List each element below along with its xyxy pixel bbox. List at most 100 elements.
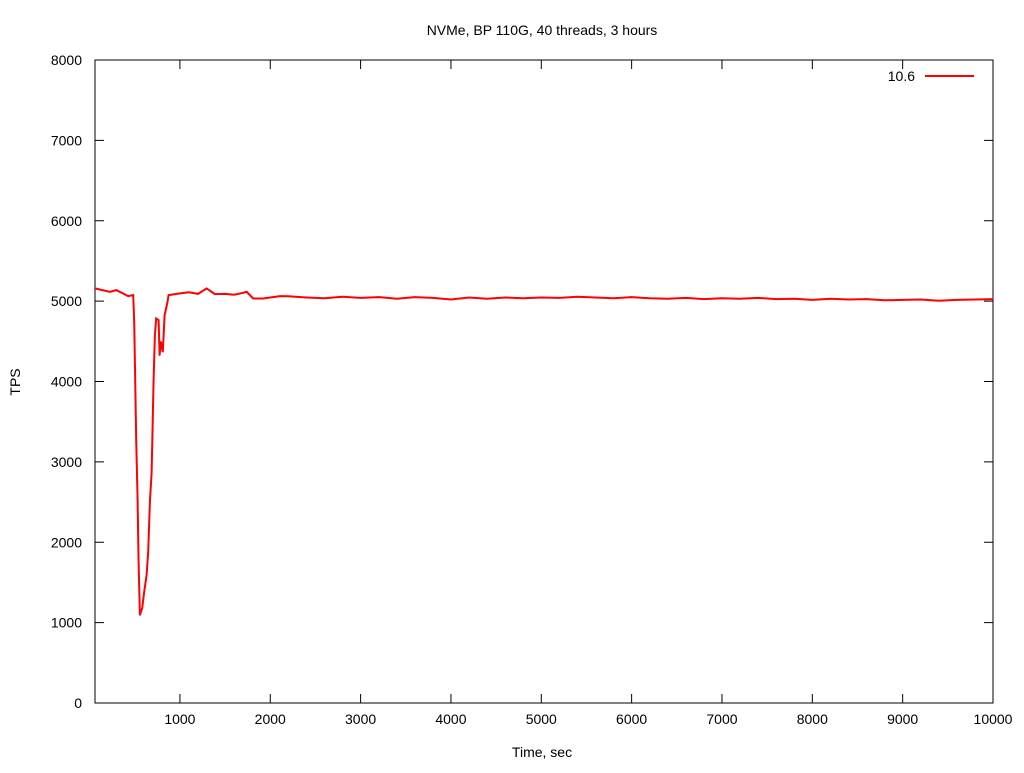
y-tick-label: 1000 — [51, 615, 82, 631]
x-tick-label: 3000 — [345, 711, 376, 727]
y-tick-label: 3000 — [51, 454, 82, 470]
x-tick-label: 5000 — [526, 711, 557, 727]
data-point — [149, 500, 151, 503]
data-point — [154, 334, 156, 336]
data-point — [522, 297, 525, 300]
data-point — [432, 297, 434, 299]
data-point — [287, 295, 290, 298]
data-point — [188, 291, 190, 294]
y-tick-label: 2000 — [51, 534, 82, 550]
data-point — [974, 298, 976, 301]
y-tick-label: 4000 — [51, 374, 82, 390]
data-point — [901, 299, 904, 301]
data-point — [811, 299, 814, 301]
y-tick-label: 0 — [74, 695, 82, 711]
data-point — [141, 607, 144, 609]
plot-border — [94, 59, 994, 704]
data-point — [242, 292, 244, 294]
data-point — [666, 297, 669, 300]
data-point — [167, 294, 170, 296]
data-point — [847, 298, 850, 301]
y-tick-label: 8000 — [51, 52, 82, 68]
x-tick-label: 1000 — [164, 711, 195, 727]
series-line-10.6 — [94, 287, 994, 616]
data-point — [414, 296, 416, 298]
data-point — [137, 557, 140, 559]
data-point — [883, 299, 886, 302]
data-point — [134, 379, 137, 381]
data-point — [703, 298, 705, 300]
data-point — [956, 299, 958, 301]
data-point — [829, 297, 832, 300]
data-point — [115, 289, 118, 291]
data-point — [162, 350, 164, 353]
x-tick-label: 2000 — [255, 711, 286, 727]
x-tick-label: 10000 — [974, 711, 1013, 727]
data-point — [145, 574, 148, 576]
data-point — [205, 287, 208, 290]
data-point — [139, 614, 141, 616]
data-point — [166, 302, 168, 305]
data-point — [163, 314, 166, 316]
data-point — [233, 293, 235, 296]
data-point — [558, 297, 561, 299]
data-point — [540, 296, 543, 299]
data-point — [486, 297, 488, 300]
data-point — [757, 297, 759, 299]
data-point — [262, 297, 265, 300]
data-point — [160, 340, 162, 343]
data-point — [937, 299, 940, 302]
data-point — [793, 297, 796, 300]
data-point — [648, 297, 651, 300]
x-tick-label: 8000 — [797, 711, 828, 727]
data-point — [721, 297, 723, 300]
data-point — [865, 298, 868, 300]
data-point — [224, 293, 226, 295]
x-tick-label: 4000 — [435, 711, 466, 727]
data-point — [127, 295, 129, 297]
data-point — [136, 499, 139, 501]
data-point — [157, 319, 160, 321]
data-point — [739, 297, 741, 300]
data-point — [919, 298, 922, 301]
data-point — [135, 439, 137, 441]
data-point — [151, 430, 154, 433]
data-point — [179, 292, 181, 295]
data-point — [245, 291, 248, 293]
x-tick-label: 7000 — [706, 711, 737, 727]
data-point — [341, 295, 344, 298]
data-point — [109, 291, 111, 293]
data-point — [359, 297, 362, 299]
data-point — [147, 550, 150, 553]
data-point — [685, 297, 687, 299]
data-point — [630, 296, 633, 298]
data-point — [576, 295, 579, 298]
data-point — [197, 293, 199, 295]
data-point — [279, 295, 281, 297]
data-point — [158, 354, 161, 356]
data-point — [152, 382, 155, 384]
data-point — [468, 296, 470, 299]
data-point — [612, 297, 615, 300]
x-tick-label: 6000 — [616, 711, 647, 727]
data-point — [504, 296, 506, 299]
y-tick-label: 7000 — [51, 132, 82, 148]
data-point — [377, 296, 380, 298]
data-point — [252, 297, 254, 300]
data-point — [155, 317, 157, 320]
data-point — [594, 296, 597, 299]
data-point — [450, 298, 452, 301]
data-point — [214, 293, 216, 295]
x-tick-label: 9000 — [887, 711, 918, 727]
data-point — [992, 298, 994, 300]
data-point — [94, 287, 96, 290]
legend-label: 10.6 — [888, 68, 915, 84]
data-point — [395, 297, 398, 300]
y-axis-label: TPS — [7, 368, 23, 395]
data-point — [133, 320, 136, 323]
chart-title: NVMe, BP 110G, 40 threads, 3 hours — [427, 22, 658, 38]
data-point — [305, 296, 308, 299]
y-tick-label: 6000 — [51, 213, 82, 229]
